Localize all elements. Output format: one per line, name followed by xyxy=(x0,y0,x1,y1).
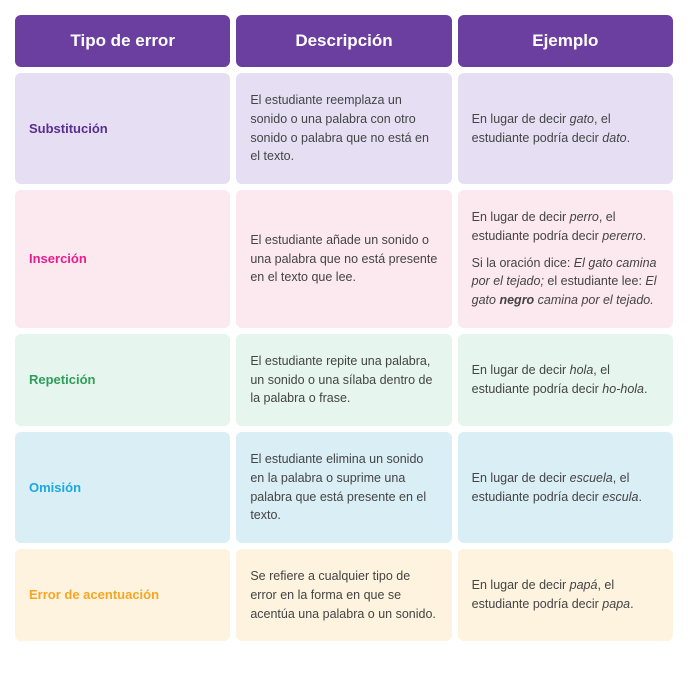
error-description: El estudiante repite una palabra, un son… xyxy=(236,334,451,426)
error-example: En lugar de decir hola, el estudiante po… xyxy=(458,334,673,426)
header-tipo: Tipo de error xyxy=(15,15,230,67)
table-row: InserciónEl estudiante añade un sonido o… xyxy=(15,190,673,328)
table-row: RepeticiónEl estudiante repite una palab… xyxy=(15,334,673,426)
table-header-row: Tipo de error Descripción Ejemplo xyxy=(15,15,673,67)
error-type-label: Error de acentuación xyxy=(15,549,230,641)
error-description: El estudiante elimina un sonido en la pa… xyxy=(236,432,451,543)
error-example: En lugar de decir gato, el estudiante po… xyxy=(458,73,673,184)
header-descripcion: Descripción xyxy=(236,15,451,67)
table-row: OmisiónEl estudiante elimina un sonido e… xyxy=(15,432,673,543)
example-paragraph: En lugar de decir papá, el estudiante po… xyxy=(472,576,659,614)
header-ejemplo: Ejemplo xyxy=(458,15,673,67)
example-paragraph: Si la oración dice: El gato camina por e… xyxy=(472,254,659,310)
example-paragraph: En lugar de decir gato, el estudiante po… xyxy=(472,110,659,148)
example-paragraph: En lugar de decir perro, el estudiante p… xyxy=(472,208,659,246)
error-example: En lugar de decir escuela, el estudiante… xyxy=(458,432,673,543)
error-description: El estudiante añade un sonido o una pala… xyxy=(236,190,451,328)
error-example: En lugar de decir perro, el estudiante p… xyxy=(458,190,673,328)
example-paragraph: En lugar de decir hola, el estudiante po… xyxy=(472,361,659,399)
error-description: Se refiere a cualquier tipo de error en … xyxy=(236,549,451,641)
error-type-label: Repetición xyxy=(15,334,230,426)
error-type-label: Substitución xyxy=(15,73,230,184)
error-type-label: Inserción xyxy=(15,190,230,328)
table-row: Error de acentuaciónSe refiere a cualqui… xyxy=(15,549,673,641)
example-paragraph: En lugar de decir escuela, el estudiante… xyxy=(472,469,659,507)
error-example: En lugar de decir papá, el estudiante po… xyxy=(458,549,673,641)
error-description: El estudiante reemplaza un sonido o una … xyxy=(236,73,451,184)
table-body: SubstituciónEl estudiante reemplaza un s… xyxy=(15,73,673,641)
error-type-label: Omisión xyxy=(15,432,230,543)
table-row: SubstituciónEl estudiante reemplaza un s… xyxy=(15,73,673,184)
error-types-table: Tipo de error Descripción Ejemplo Substi… xyxy=(15,15,673,641)
